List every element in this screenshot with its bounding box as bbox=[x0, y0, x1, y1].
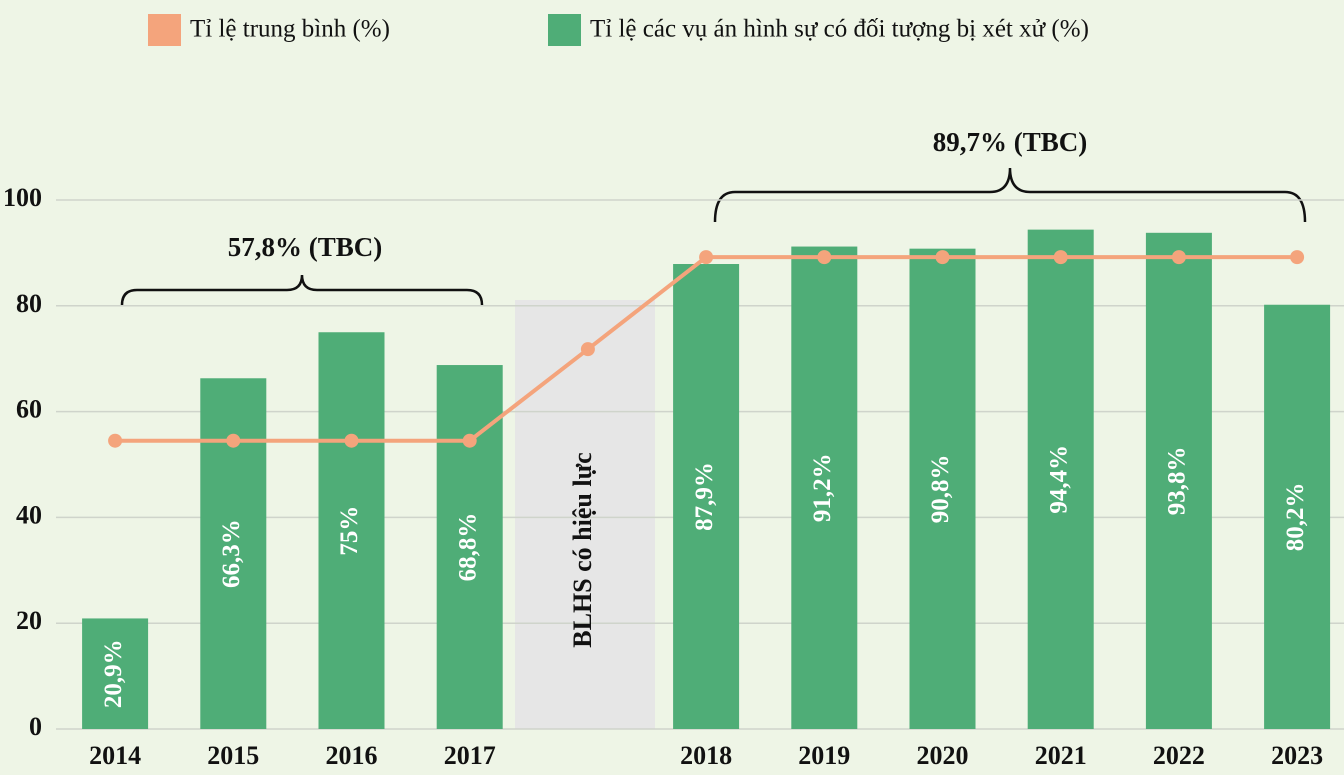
legend-label: Tỉ lệ trung bình (%) bbox=[190, 16, 390, 43]
bar bbox=[1264, 304, 1331, 729]
line-point bbox=[699, 250, 714, 265]
data-label: 91,2% bbox=[809, 453, 836, 522]
annotation: 89,7% (TBC) bbox=[933, 127, 1088, 157]
x-tick-label: 2016 bbox=[326, 741, 378, 770]
line-point bbox=[108, 433, 123, 448]
period-shade bbox=[515, 300, 655, 729]
data-label: 68,8% bbox=[454, 513, 481, 582]
y-tick-label: 80 bbox=[16, 289, 42, 318]
line-point bbox=[580, 342, 595, 357]
y-tick-label: 60 bbox=[16, 395, 42, 424]
y-tick-label: 40 bbox=[16, 500, 42, 529]
legend-swatch bbox=[548, 14, 581, 46]
data-label: 93,8% bbox=[1164, 447, 1191, 516]
bar bbox=[82, 618, 149, 729]
line-point bbox=[344, 433, 359, 448]
x-tick-label: 2019 bbox=[798, 741, 850, 770]
data-label: 90,8% bbox=[927, 454, 954, 523]
bar bbox=[318, 332, 385, 729]
x-tick-label: 2021 bbox=[1035, 741, 1087, 770]
y-tick-label: 100 bbox=[3, 183, 42, 212]
data-label: 87,9% bbox=[691, 462, 718, 531]
x-tick-label: 2022 bbox=[1153, 741, 1205, 770]
line-point bbox=[935, 250, 950, 265]
annotation: 57,8% (TBC) bbox=[228, 232, 383, 262]
line-point bbox=[1290, 250, 1305, 265]
data-label: 66,3% bbox=[218, 519, 245, 588]
bar bbox=[909, 248, 976, 729]
x-tick-label: 2017 bbox=[444, 741, 496, 770]
data-label: 20,9% bbox=[100, 639, 127, 708]
x-tick-label: 2020 bbox=[917, 741, 969, 770]
marks bbox=[82, 229, 1331, 729]
y-tick-label: 20 bbox=[16, 606, 42, 635]
line-point bbox=[1171, 250, 1186, 265]
line-point bbox=[1053, 250, 1068, 265]
bar bbox=[1027, 229, 1094, 729]
data-label: 94,4% bbox=[1045, 445, 1072, 514]
line-point bbox=[462, 433, 477, 448]
x-tick-label: 2014 bbox=[89, 741, 141, 770]
legend-label: Tỉ lệ các vụ án hình sự có đối tượng bị … bbox=[590, 16, 1089, 43]
y-tick-label: 0 bbox=[29, 712, 42, 741]
annotation: BLHS có hiệu lực bbox=[568, 452, 597, 647]
data-label: 80,2% bbox=[1282, 482, 1309, 551]
x-tick-label: 2015 bbox=[207, 741, 259, 770]
bar bbox=[673, 264, 740, 729]
x-tick-label: 2023 bbox=[1271, 741, 1323, 770]
data-label: 75% bbox=[336, 506, 363, 556]
brace bbox=[120, 274, 484, 306]
bar bbox=[791, 246, 858, 729]
bar bbox=[1145, 232, 1212, 729]
line-point bbox=[817, 250, 832, 265]
x-tick-label: 2018 bbox=[680, 741, 732, 770]
legend-swatch bbox=[148, 14, 181, 46]
line-point bbox=[226, 433, 241, 448]
brace bbox=[713, 167, 1307, 223]
